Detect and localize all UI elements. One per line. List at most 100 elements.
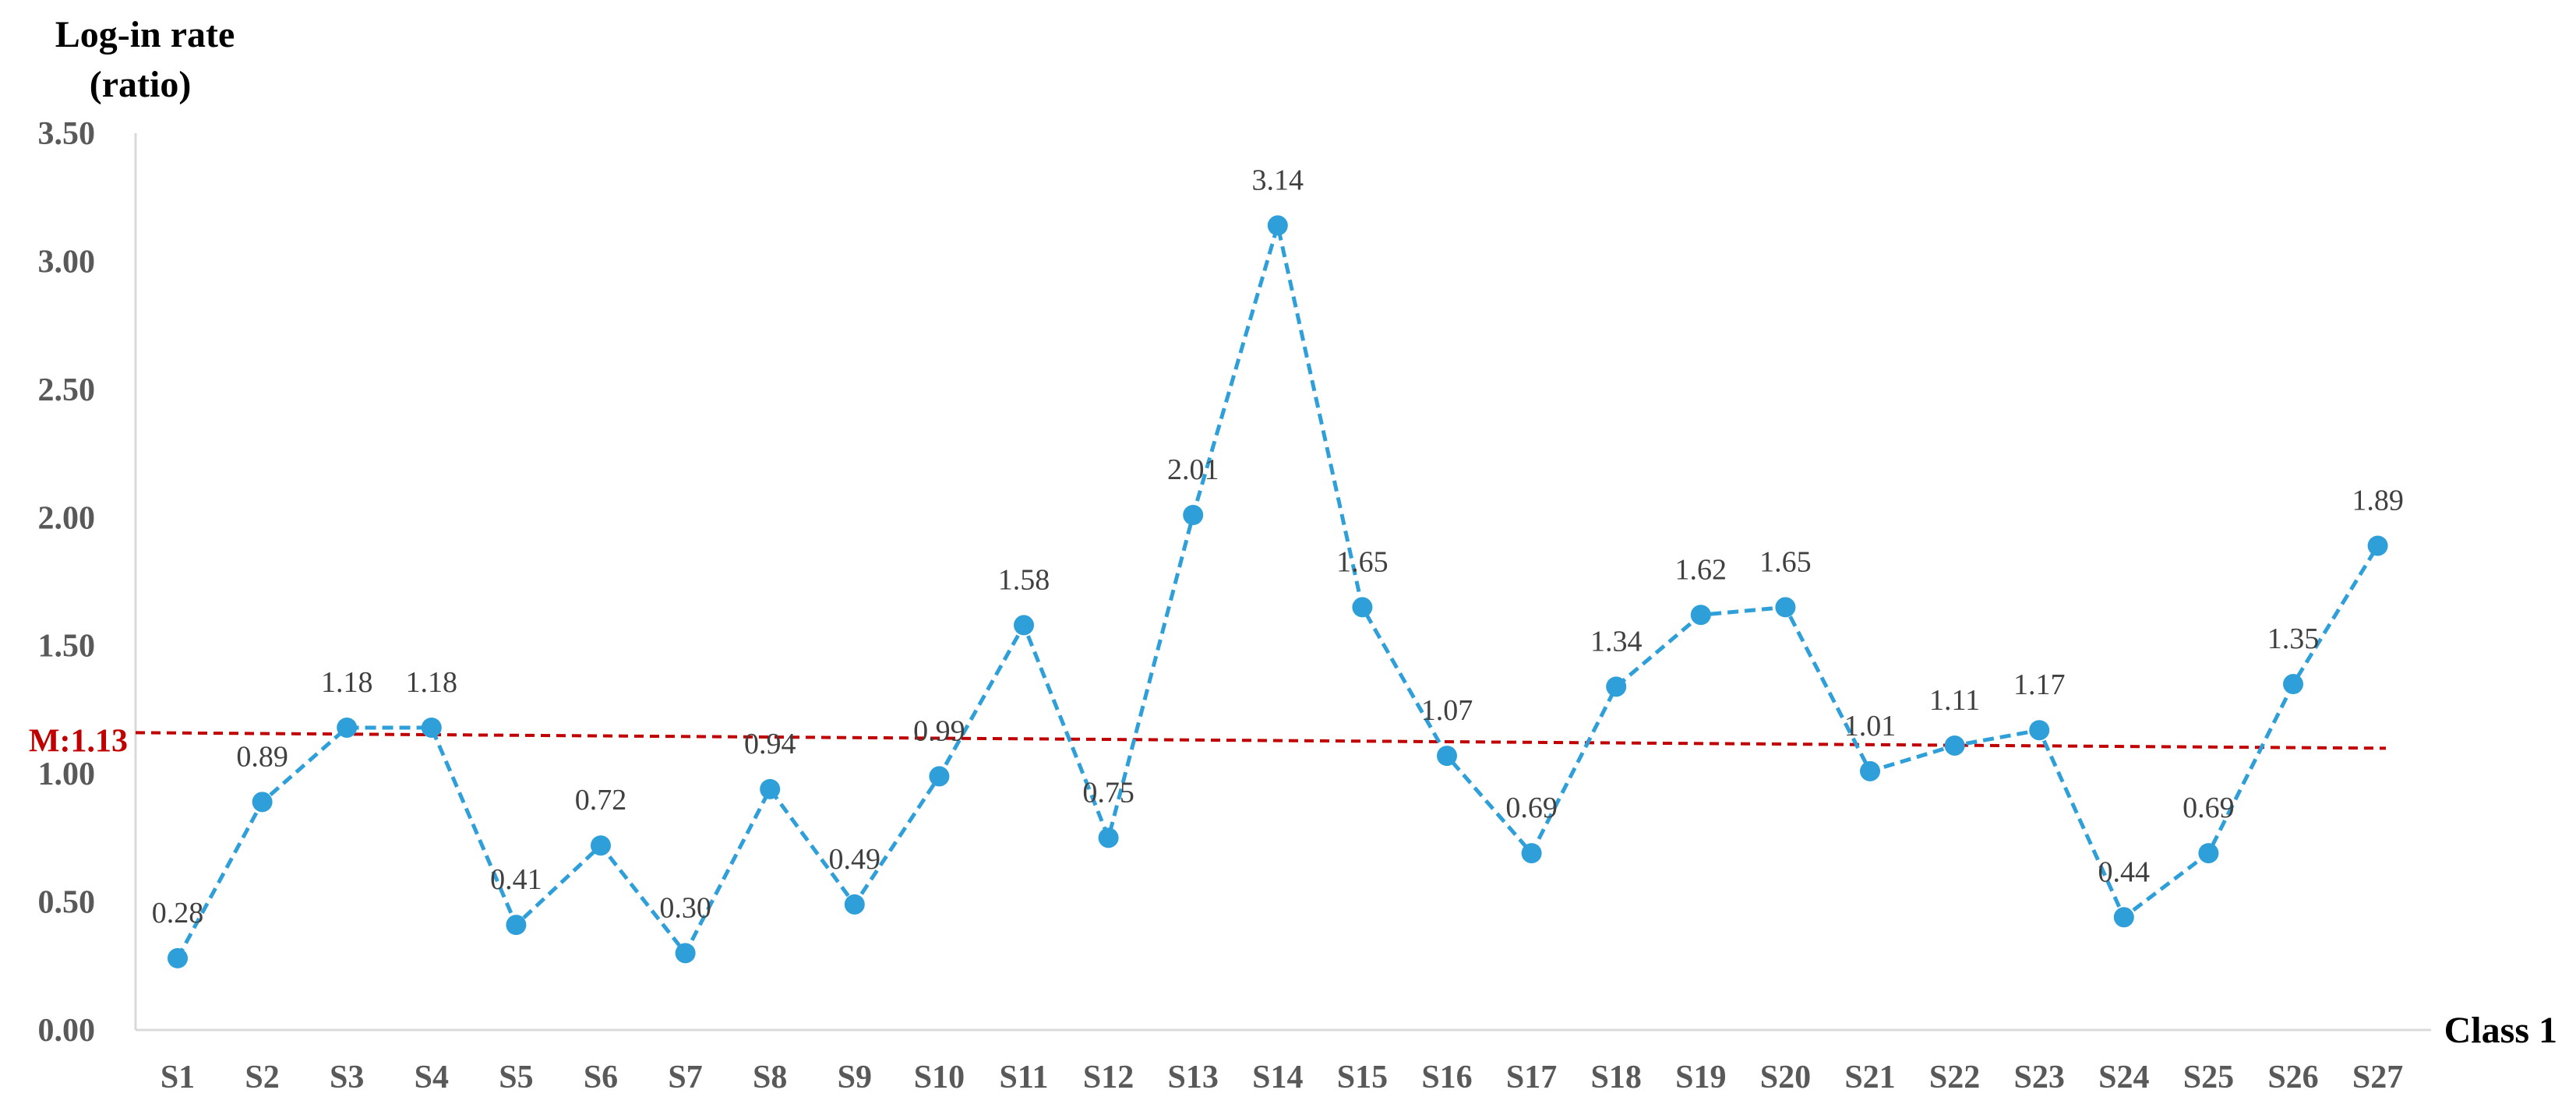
y-tick-label: 1.50 [38,629,96,665]
x-tick-label: S27 [2352,1060,2403,1095]
data-point [1267,215,1288,236]
data-label: 0.41 [490,863,542,896]
data-label: 0.49 [829,843,881,876]
data-point [252,792,273,813]
data-point [2029,720,2050,741]
x-tick-label: S18 [1591,1060,1642,1095]
x-tick-label: S4 [415,1060,449,1095]
data-label: 1.17 [2013,668,2066,701]
data-label: 1.11 [1929,684,1980,717]
y-axis-title-line2: (ratio) [90,64,192,105]
data-label: 1.35 [2267,623,2320,655]
data-labels: 0.28 0.89 1.18 1.18 0.41 0.72 0.30 0.94 0.49 0.99… [152,164,2404,929]
data-point [168,947,188,968]
data-label: 2.01 [1167,453,1219,486]
data-label: 0.69 [2183,792,2235,824]
data-label: 0.99 [913,714,965,747]
y-tick-label: 0.00 [38,1013,96,1049]
y-axis-ticks: 0.00 0.50 1.00 1.50 2.00 2.50 3.00 3.50 [38,116,96,1049]
x-tick-label: S15 [1337,1060,1388,1095]
x-tick-label: S10 [914,1060,965,1095]
data-label: 1.65 [1336,545,1389,578]
data-label: 1.62 [1675,553,1727,586]
data-point [2113,907,2134,928]
data-label: 0.72 [575,784,627,816]
data-point [1860,760,1880,781]
data-point [421,717,442,738]
data-point [2367,535,2388,556]
data-point [1775,597,1796,618]
data-point [2283,674,2303,695]
y-tick-label: 2.50 [38,372,96,408]
x-tick-label: S23 [2014,1060,2065,1095]
x-tick-label: S26 [2267,1060,2318,1095]
y-tick-label: 1.00 [38,757,96,792]
x-tick-label: S21 [1844,1060,1895,1095]
data-point [506,915,527,936]
y-tick-label: 3.00 [38,244,96,280]
data-point [1521,843,1542,864]
data-point [1606,676,1627,697]
x-tick-label: S11 [999,1060,1048,1095]
data-label: 0.44 [2098,855,2151,888]
data-point [929,766,950,787]
data-label: 0.28 [152,897,204,929]
data-label: 1.34 [1590,625,1643,658]
data-label: 1.18 [321,666,373,699]
x-tick-label: S9 [838,1060,872,1095]
x-tick-label: S12 [1083,1060,1134,1095]
series-line [175,223,2380,960]
data-point [1014,615,1034,636]
x-tick-label: S7 [668,1060,702,1095]
x-tick-label: S6 [584,1060,618,1095]
data-point [591,835,611,856]
data-point [1183,504,1204,525]
data-point [675,943,696,964]
data-point [1944,735,1965,756]
x-tick-label: S8 [753,1060,787,1095]
data-label: 0.89 [236,740,288,773]
data-label: 0.69 [1505,792,1558,824]
mean-line [135,731,2387,750]
data-point [760,778,781,799]
data-point [1690,605,1711,626]
x-axis-ticks: S1 S2 S3 S4 S5 S6 S7 S8 S9 S10 S11 S12 S13 S14 S15 S16 S… [161,1060,2403,1095]
data-point [1352,597,1373,618]
mean-reference: M:1.13 [29,723,2387,759]
data-label: 1.07 [1421,694,1473,727]
x-tick-label: S1 [161,1060,195,1095]
data-point [844,894,865,915]
y-tick-label: 3.50 [38,116,96,152]
x-tick-label: S20 [1760,1060,1811,1095]
series-login-rate [168,215,2388,968]
x-tick-label: S25 [2183,1060,2234,1095]
x-tick-label: S2 [245,1060,279,1095]
x-tick-label: S22 [1929,1060,1980,1095]
data-point [2198,843,2219,864]
data-label: 3.14 [1252,164,1304,196]
data-label: 0.75 [1082,776,1134,809]
x-tick-label: S16 [1421,1060,1472,1095]
x-tick-label: S14 [1252,1060,1303,1095]
data-label: 0.94 [744,728,796,760]
x-tick-label: S17 [1506,1060,1557,1095]
x-tick-label: S13 [1168,1060,1219,1095]
data-point [1098,827,1119,848]
y-tick-label: 2.00 [38,500,96,536]
x-tick-label: S19 [1675,1060,1726,1095]
data-label: 1.01 [1844,710,1897,742]
data-label: 1.65 [1759,545,1812,578]
data-label: 0.30 [659,891,711,924]
data-label: 1.58 [998,563,1050,596]
x-tick-label: S5 [499,1060,533,1095]
data-label: 1.18 [406,666,458,699]
y-tick-label: 0.50 [38,885,96,921]
data-point [1437,746,1457,767]
data-point [337,717,358,738]
x-axis-title: Class 1 [2444,1010,2557,1051]
mean-label: M:1.13 [29,723,128,759]
y-axis-title-line1: Log-in rate [55,14,235,55]
x-tick-label: S3 [330,1060,364,1095]
x-tick-label: S24 [2098,1060,2149,1095]
